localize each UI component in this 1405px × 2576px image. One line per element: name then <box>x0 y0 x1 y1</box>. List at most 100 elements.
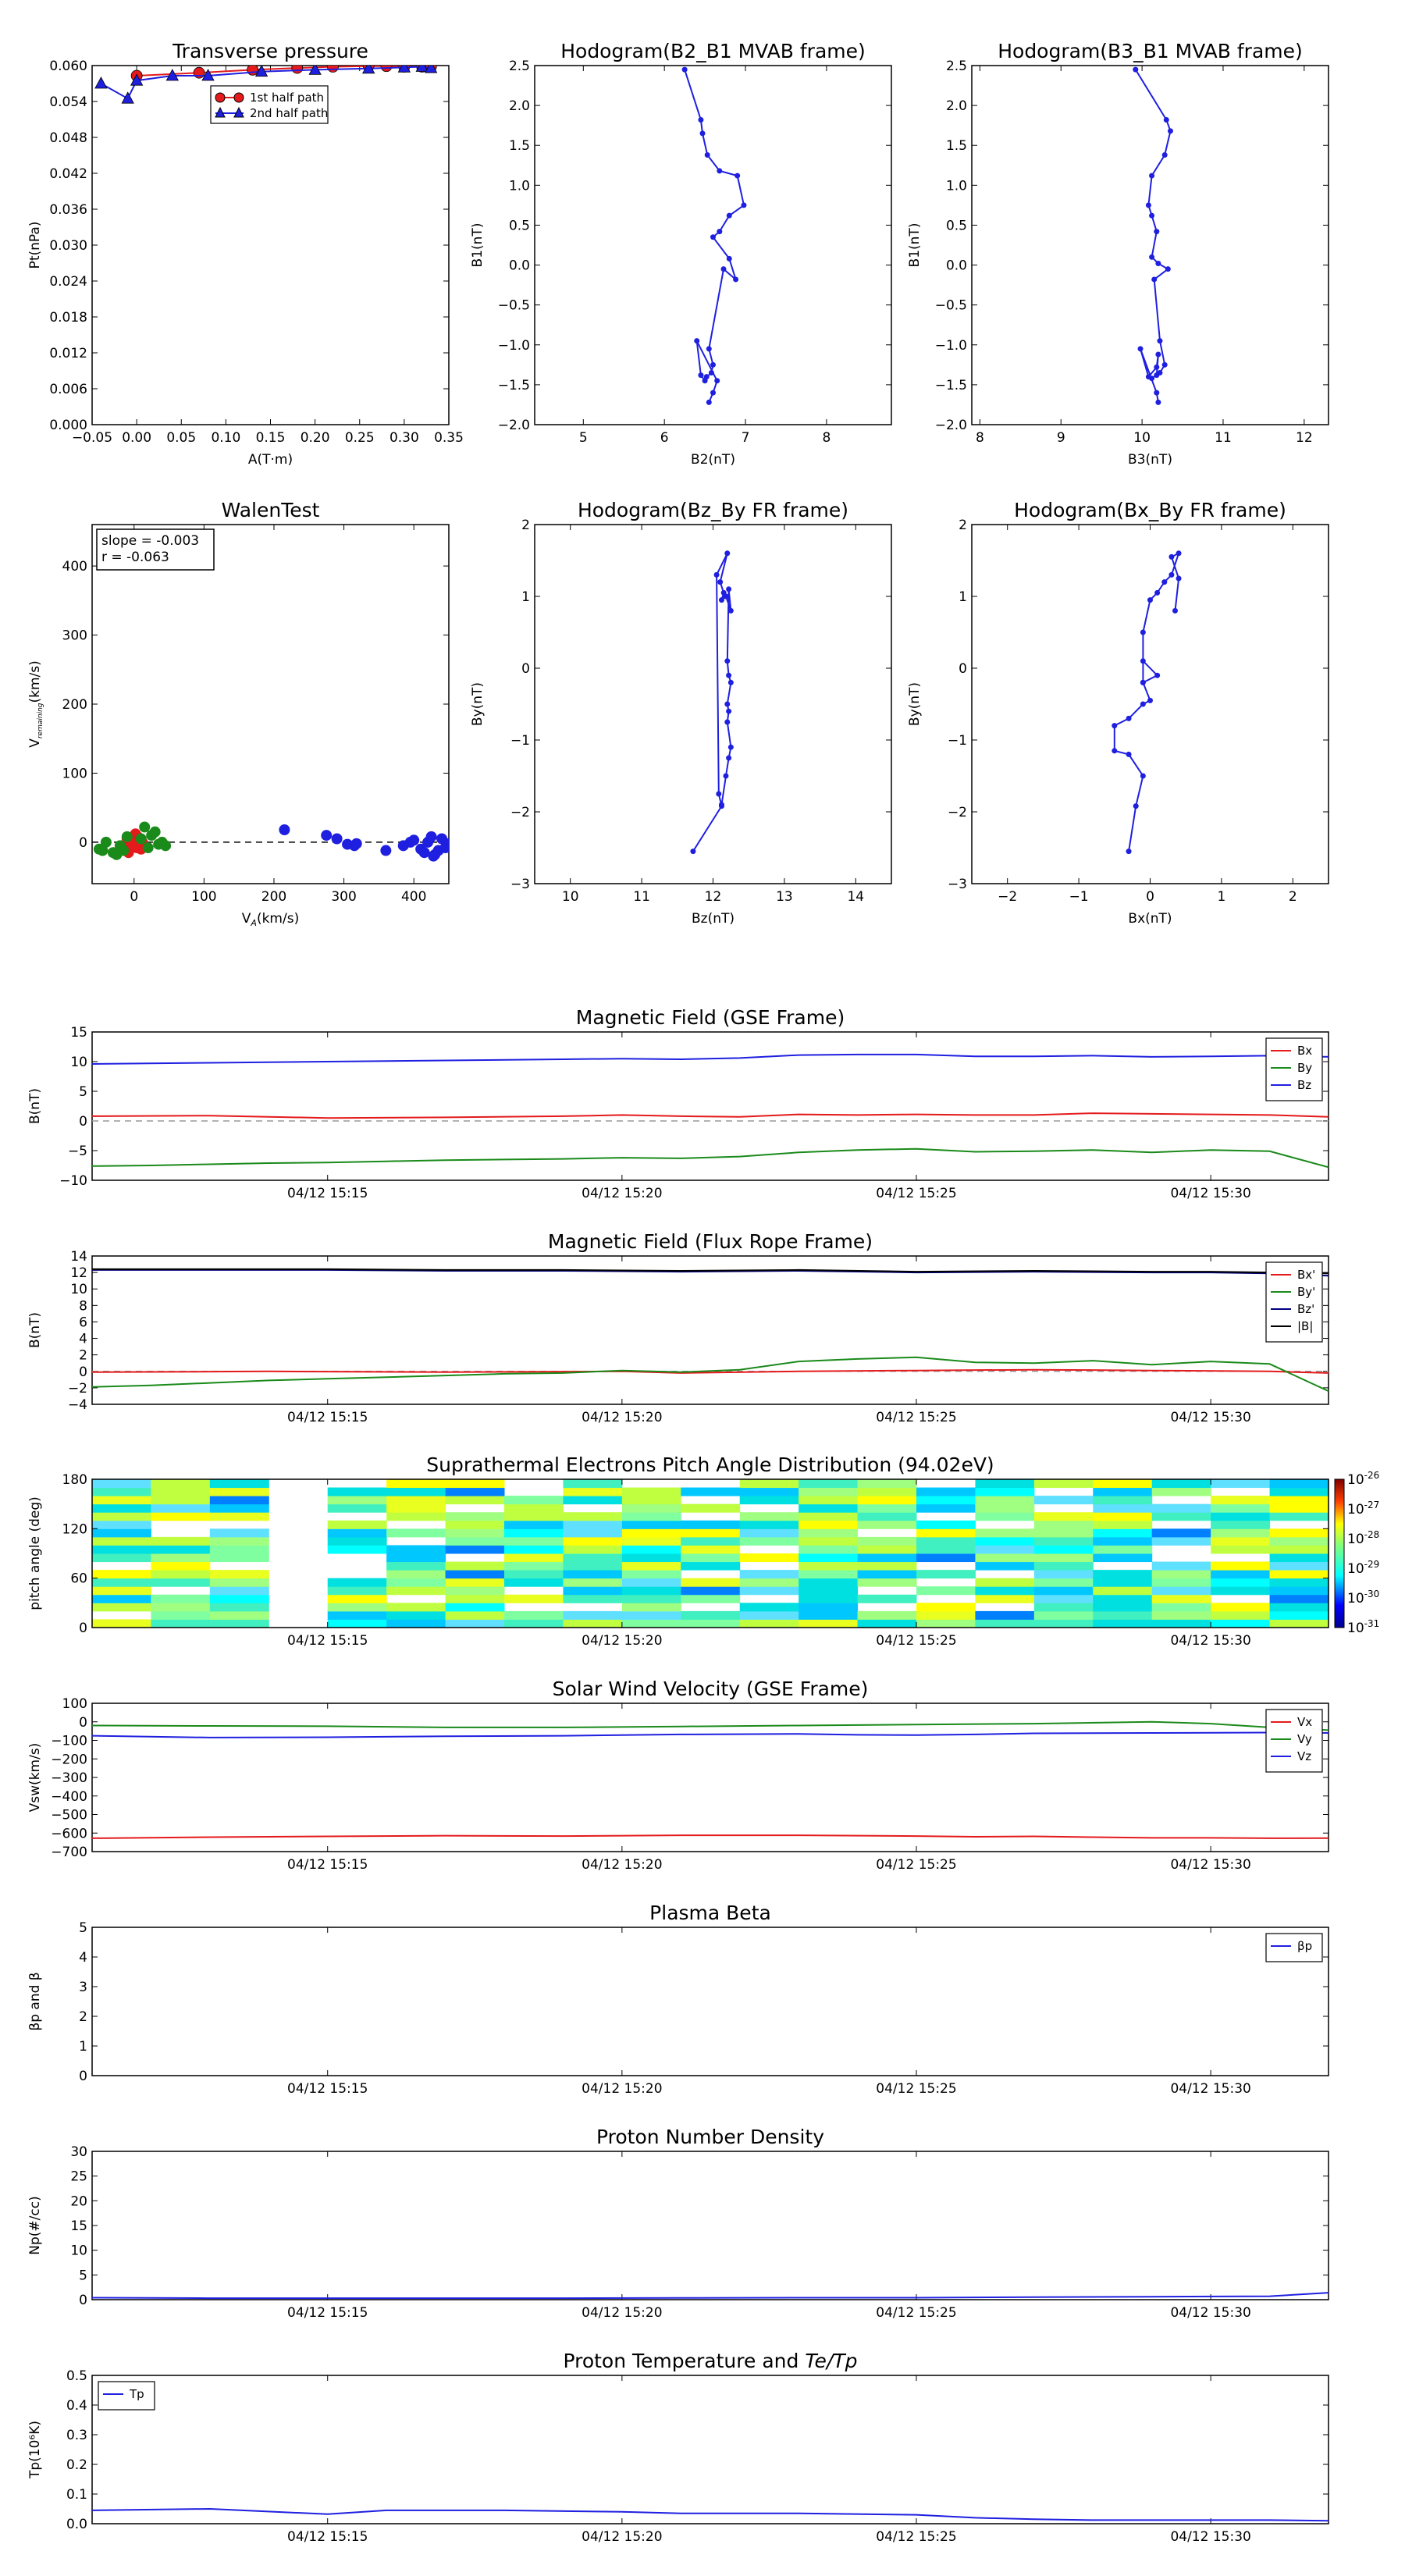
x-tick-label: 04/12 15:30 <box>1170 2081 1250 2097</box>
marker-dot <box>681 66 688 73</box>
marker-dot <box>708 370 714 376</box>
heatmap-cell <box>445 1594 505 1603</box>
heatmap-cell <box>563 1578 623 1587</box>
heatmap-cell <box>92 1578 151 1587</box>
series-line-Bx <box>92 1112 1329 1119</box>
plot-area <box>681 66 747 405</box>
colorbar-label: 10-29 <box>1347 1559 1379 1577</box>
heatmap-cell <box>1093 1520 1153 1529</box>
marker-dot <box>1168 571 1175 578</box>
marker-dot <box>726 212 732 219</box>
heatmap-cell <box>916 1553 976 1563</box>
heatmap-cell <box>327 1528 387 1538</box>
heatmap-cell <box>386 1561 446 1571</box>
x-tick-label: 0.25 <box>345 430 375 446</box>
heatmap-cell <box>857 1594 917 1603</box>
marker-circle <box>380 66 393 73</box>
y-tick-label: 0.024 <box>49 274 87 290</box>
x-tick-label: 0 <box>1146 889 1154 905</box>
legend-label: Bx <box>1297 1044 1312 1058</box>
y-tick-label: 15 <box>70 1025 87 1041</box>
heatmap-cell <box>92 1603 151 1612</box>
chart-title: Hodogram(B2_B1 MVAB frame) <box>560 40 866 62</box>
y-tick-label: 0.0 <box>509 258 530 274</box>
heatmap-cell <box>799 1619 859 1628</box>
heatmap-cell <box>209 1479 269 1489</box>
heatmap-cell <box>681 1610 741 1620</box>
y-tick-label: 100 <box>62 1696 87 1712</box>
scatter-point-green <box>111 849 123 860</box>
marker-dot <box>1154 589 1161 596</box>
legend-box <box>1265 1933 1323 1962</box>
y-tick-label: 0 <box>959 661 967 677</box>
marker-triangle <box>94 76 108 89</box>
heatmap-cell <box>327 1503 387 1513</box>
marker-dot <box>1176 575 1182 582</box>
marker-dot <box>727 679 734 685</box>
heatmap-cell <box>681 1619 741 1628</box>
y-tick-label: 120 <box>62 1521 87 1537</box>
x-tick-label: 04/12 15:25 <box>876 2529 956 2545</box>
plot-area <box>1133 66 1173 405</box>
heatmap-cell <box>504 1545 564 1554</box>
heatmap-cell <box>92 1479 151 1489</box>
heatmap-cell <box>327 1603 387 1612</box>
heatmap-cell <box>1151 1528 1211 1538</box>
y-tick-label: 0.060 <box>49 59 87 74</box>
y-tick-label: 0.030 <box>49 238 87 254</box>
heatmap-cell <box>445 1578 505 1587</box>
heatmap-cell <box>327 1578 387 1587</box>
marker-dot <box>1154 672 1161 678</box>
marker-dot <box>718 597 724 603</box>
marker-dot <box>726 755 732 761</box>
x-tick-label: 04/12 15:30 <box>1170 2529 1250 2545</box>
y-tick-label: 0.042 <box>49 166 87 182</box>
heatmap-cell <box>621 1536 681 1546</box>
y-tick-label: 0.048 <box>49 130 87 146</box>
legend-label: Bz' <box>1297 1302 1314 1316</box>
y-tick-label: −2 <box>948 805 967 820</box>
marker-dot <box>1149 173 1155 179</box>
heatmap-cell <box>799 1561 859 1571</box>
y-axis-label: Np(#/cc) <box>27 2196 43 2254</box>
colorbar-exp: -27 <box>1364 1500 1380 1510</box>
heatmap-cell <box>1211 1578 1271 1587</box>
heatmap-cell <box>563 1594 623 1603</box>
heatmap-cell <box>799 1536 859 1546</box>
heatmap-cell <box>1033 1520 1094 1529</box>
marker-triangle <box>121 91 134 104</box>
chart-title: Magnetic Field (Flux Rope Frame) <box>548 1230 873 1253</box>
annotation-text: r = -0.063 <box>101 550 169 565</box>
heatmap-cell <box>739 1512 799 1521</box>
y-tick-label: −1 <box>510 733 530 749</box>
heatmap-cell <box>1211 1561 1271 1571</box>
heatmap-cell <box>563 1570 623 1579</box>
y-tick-label: 30 <box>70 2144 87 2160</box>
heatmap-cell <box>151 1536 211 1546</box>
y-axis-label: Vremaining(km/s) <box>27 660 44 748</box>
x-tick-label: −1 <box>1069 889 1089 905</box>
marker-dot <box>724 719 731 725</box>
colorbar-exp: -30 <box>1364 1589 1380 1599</box>
heatmap-cell <box>92 1536 151 1546</box>
heatmap-cell <box>1211 1610 1271 1620</box>
heatmap-cell <box>445 1520 505 1529</box>
heatmap-cell <box>151 1561 211 1571</box>
heatmap-cell <box>739 1578 799 1587</box>
heatmap-cell <box>1151 1578 1211 1587</box>
legend-box <box>1265 1709 1323 1773</box>
heatmap-cell <box>857 1512 917 1521</box>
heatmap-cell <box>1093 1570 1153 1579</box>
y-axis-label: pitch angle (deg) <box>27 1496 43 1610</box>
heatmap-cell <box>1033 1553 1094 1563</box>
y-tick-label: −700 <box>51 1845 87 1860</box>
heatmap-cell <box>1151 1512 1211 1521</box>
heatmap-cell <box>739 1520 799 1529</box>
legend-box <box>98 2381 155 2411</box>
marker-triangle <box>308 66 322 75</box>
y-tick-label: 60 <box>70 1571 87 1587</box>
heatmap-cell <box>92 1487 151 1496</box>
scatter-point-green <box>139 821 151 833</box>
plot-area <box>94 66 438 104</box>
x-tick-label: 12 <box>705 889 722 905</box>
